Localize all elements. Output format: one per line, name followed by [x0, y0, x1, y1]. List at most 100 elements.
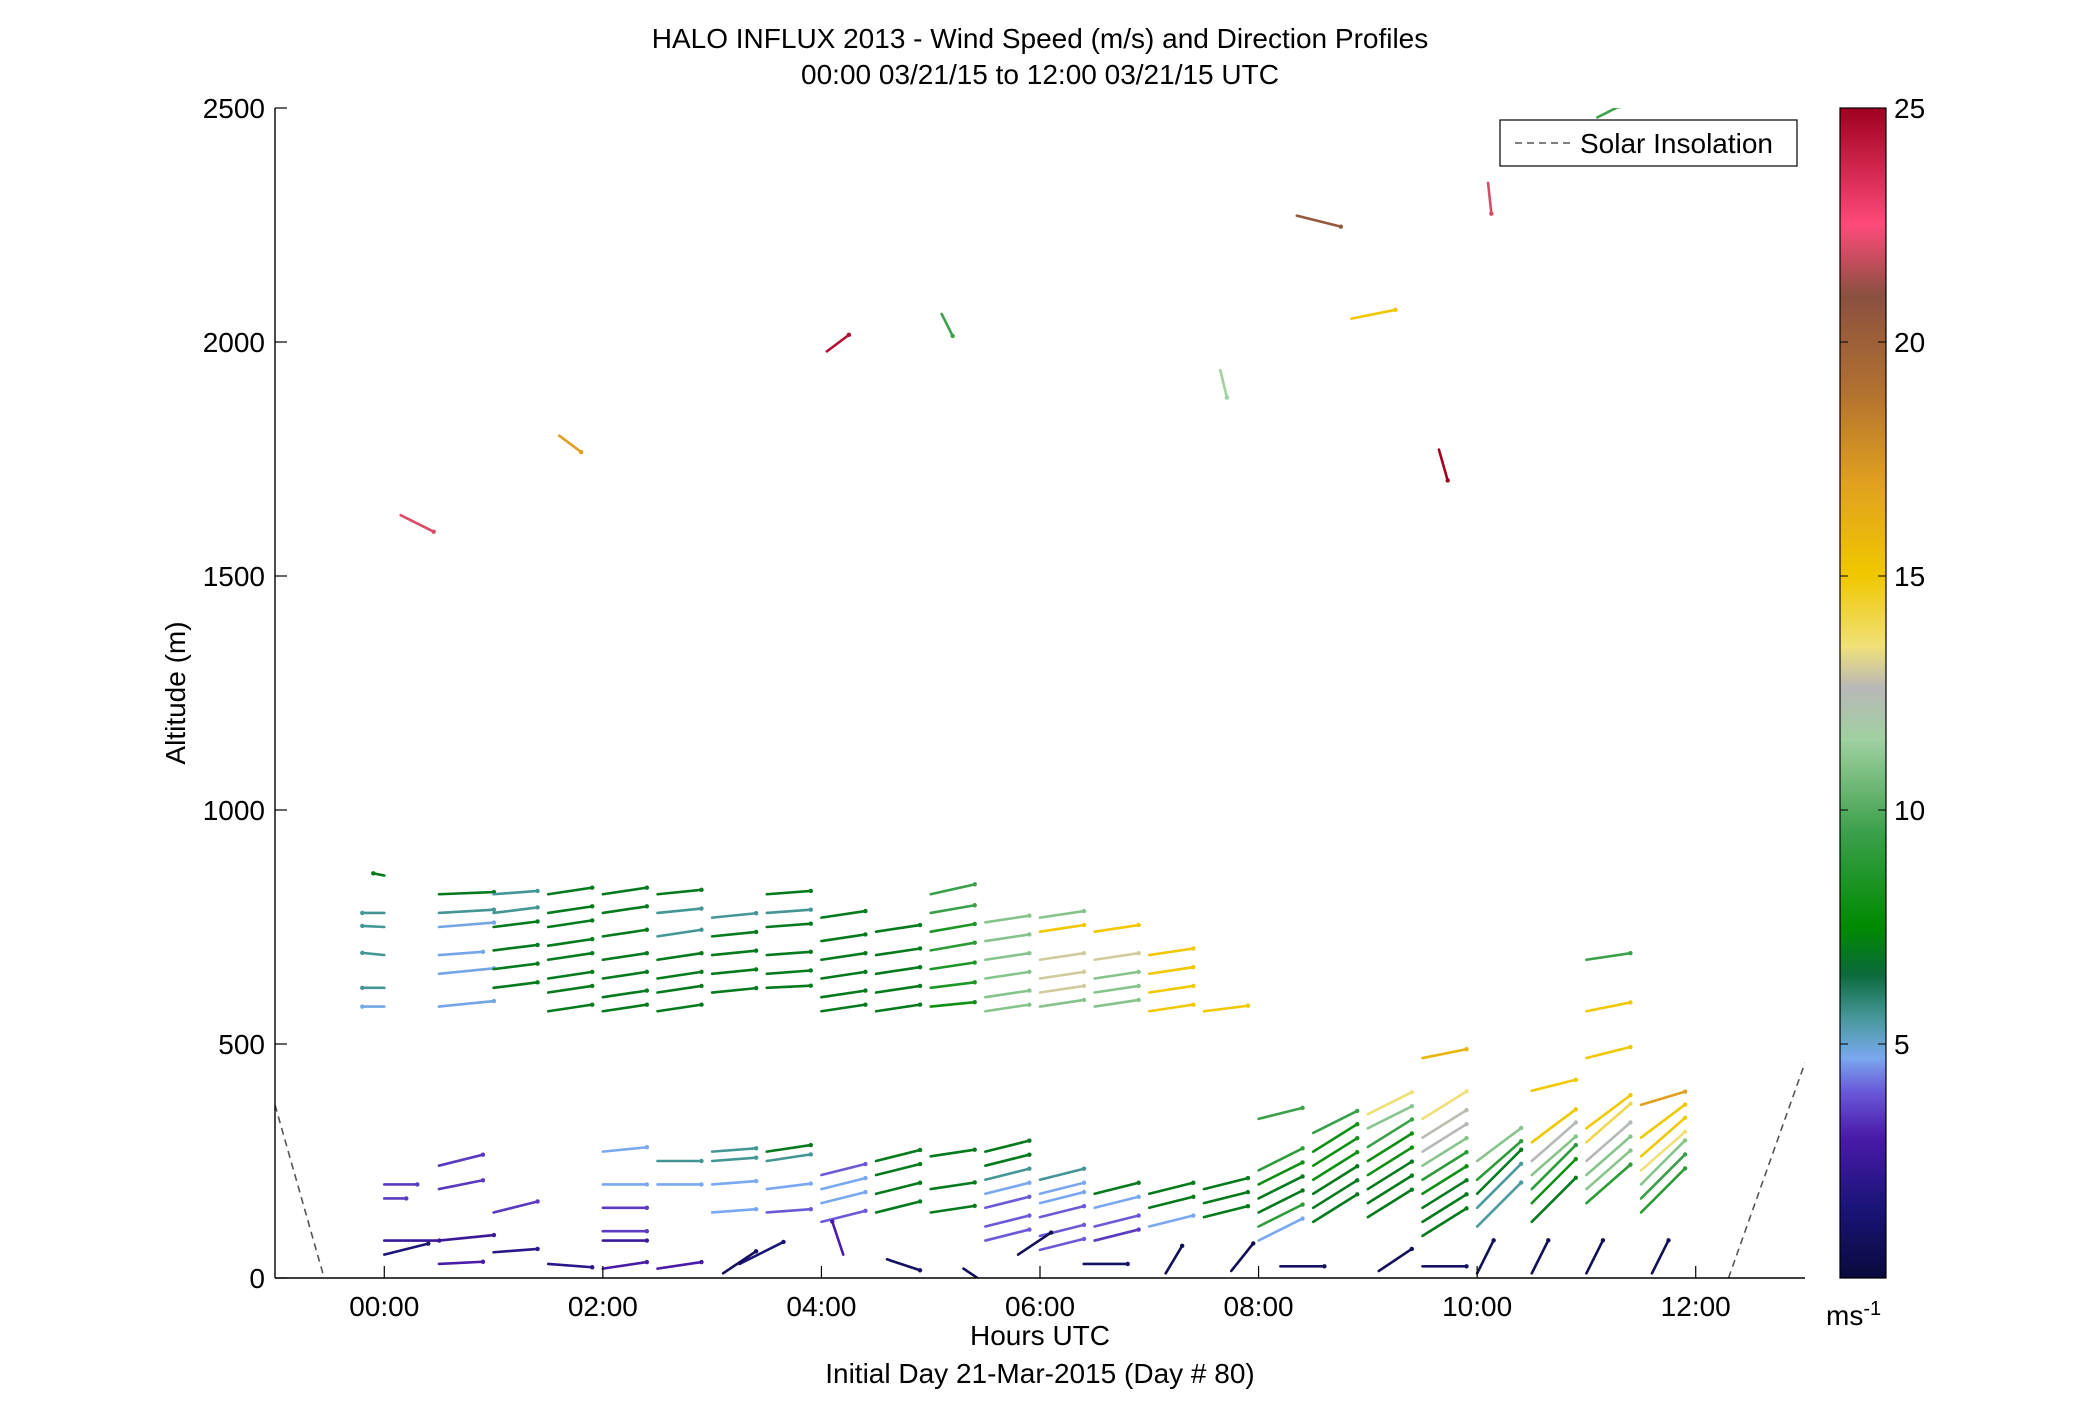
wind-vector-head [535, 942, 540, 948]
wind-vector [710, 968, 758, 976]
wind-vector-head [753, 1249, 759, 1254]
wind-vector-head [590, 969, 595, 975]
wind-vector-head [535, 888, 540, 894]
wind-vector [656, 984, 703, 994]
wind-vector-head [1081, 969, 1087, 975]
legend-box [1499, 119, 1798, 167]
wind-vector [1475, 1239, 1495, 1275]
wind-vector-head [1628, 950, 1633, 956]
wind-vector [557, 434, 583, 454]
wind-vector-head [644, 1229, 650, 1234]
wind-vector [1219, 368, 1229, 399]
wind-vector [1257, 1147, 1304, 1172]
wind-vector [1639, 1167, 1687, 1214]
wind-vector [1164, 1244, 1184, 1275]
wind-vector [1475, 1139, 1523, 1182]
wind-vector-head [1136, 997, 1141, 1003]
wind-vector [546, 951, 594, 962]
wind-vector-head [781, 1239, 786, 1245]
wind-vector-head [972, 1180, 977, 1185]
y-axis-label: Altitude (m) [160, 621, 191, 764]
x-tick-label: 06:00 [1005, 1291, 1075, 1322]
wind-vector-head [1191, 983, 1196, 989]
wind-vector-head [535, 1199, 540, 1204]
wind-vector [1585, 1093, 1632, 1130]
wind-vector [874, 1148, 922, 1163]
wind-vector [1421, 1150, 1468, 1182]
wind-vector-head [480, 1259, 486, 1264]
wind-vector-head [753, 929, 759, 935]
wind-vector [1147, 947, 1195, 957]
wind-vector-head [1136, 950, 1141, 956]
wind-vector [1311, 1109, 1359, 1135]
chart-title: HALO INFLUX 2013 - Wind Speed (m/s) and … [652, 23, 1429, 54]
wind-vector-head [972, 960, 977, 965]
wind-vector-head [360, 985, 365, 991]
wind-vector [962, 1267, 980, 1278]
solar-insolation-line [1727, 1062, 1805, 1278]
wind-vector [601, 928, 649, 938]
wind-vector-head [644, 1205, 650, 1211]
wind-vector-head [1125, 1261, 1130, 1267]
wind-vector-head [1355, 1192, 1360, 1197]
wind-vector-head [699, 969, 704, 975]
wind-vector-head [1027, 913, 1032, 918]
wind-vector [1530, 1157, 1578, 1205]
wind-vector [437, 1260, 485, 1266]
wind-vector-head [830, 1219, 835, 1224]
wind-vector-head [1136, 1213, 1141, 1218]
wind-vector [984, 1181, 1031, 1196]
wind-vector [1257, 1175, 1304, 1200]
wind-vector [360, 951, 386, 957]
wind-vector [874, 1003, 922, 1013]
wind-vector-head [1191, 965, 1196, 970]
wind-vector-head [1518, 1125, 1524, 1131]
wind-vector [1475, 1162, 1523, 1210]
wind-vector [437, 921, 496, 929]
wind-vector-head [1300, 1216, 1305, 1221]
wind-vector-head [1338, 224, 1344, 229]
wind-vector [546, 984, 594, 994]
wind-vector [601, 970, 649, 980]
wind-vector [546, 905, 594, 915]
wind-vector [984, 1139, 1031, 1153]
wind-vector [656, 928, 703, 938]
wind-vector-head [1409, 1117, 1415, 1122]
wind-vector [601, 1003, 649, 1013]
wind-vector-head [863, 1208, 868, 1214]
wind-vector [1147, 1195, 1195, 1210]
wind-vector-head [360, 1004, 365, 1009]
wind-vector-head [1573, 1156, 1578, 1162]
wind-vector [1639, 1130, 1687, 1172]
wind-vector-head [590, 936, 595, 942]
wind-vector-head [644, 885, 650, 890]
wind-vector [656, 970, 703, 980]
wind-vector-head [360, 923, 365, 929]
colorbar-unit-base: ms [1826, 1300, 1863, 1331]
wind-vector-head [972, 940, 977, 945]
wind-vector-head [1245, 1003, 1251, 1008]
wind-vector [1421, 1207, 1468, 1238]
wind-vector-head [1355, 1121, 1360, 1127]
wind-vector-head [1081, 950, 1087, 956]
wind-vector [765, 984, 813, 990]
wind-vector-head [808, 1152, 813, 1157]
wind-vector-head [1300, 1146, 1305, 1151]
wind-vector-head [972, 921, 977, 927]
wind-vector-head [480, 1152, 486, 1157]
wind-vector [656, 1260, 703, 1270]
wind-vector [1585, 1239, 1605, 1275]
wind-vector-head [1245, 1189, 1251, 1195]
wind-vector-head [590, 950, 595, 956]
wind-vector [1530, 1107, 1578, 1144]
wind-vector [765, 969, 813, 976]
wind-vector [601, 905, 649, 915]
wind-vector [710, 1179, 758, 1186]
wind-vector-head [972, 980, 977, 985]
wind-vector [820, 909, 867, 919]
wind-vector-head [1464, 1192, 1469, 1197]
wind-vector-head [1027, 1166, 1032, 1171]
wind-vector [492, 1247, 539, 1254]
wind-vector [820, 1003, 867, 1013]
wind-vector [1038, 923, 1086, 933]
